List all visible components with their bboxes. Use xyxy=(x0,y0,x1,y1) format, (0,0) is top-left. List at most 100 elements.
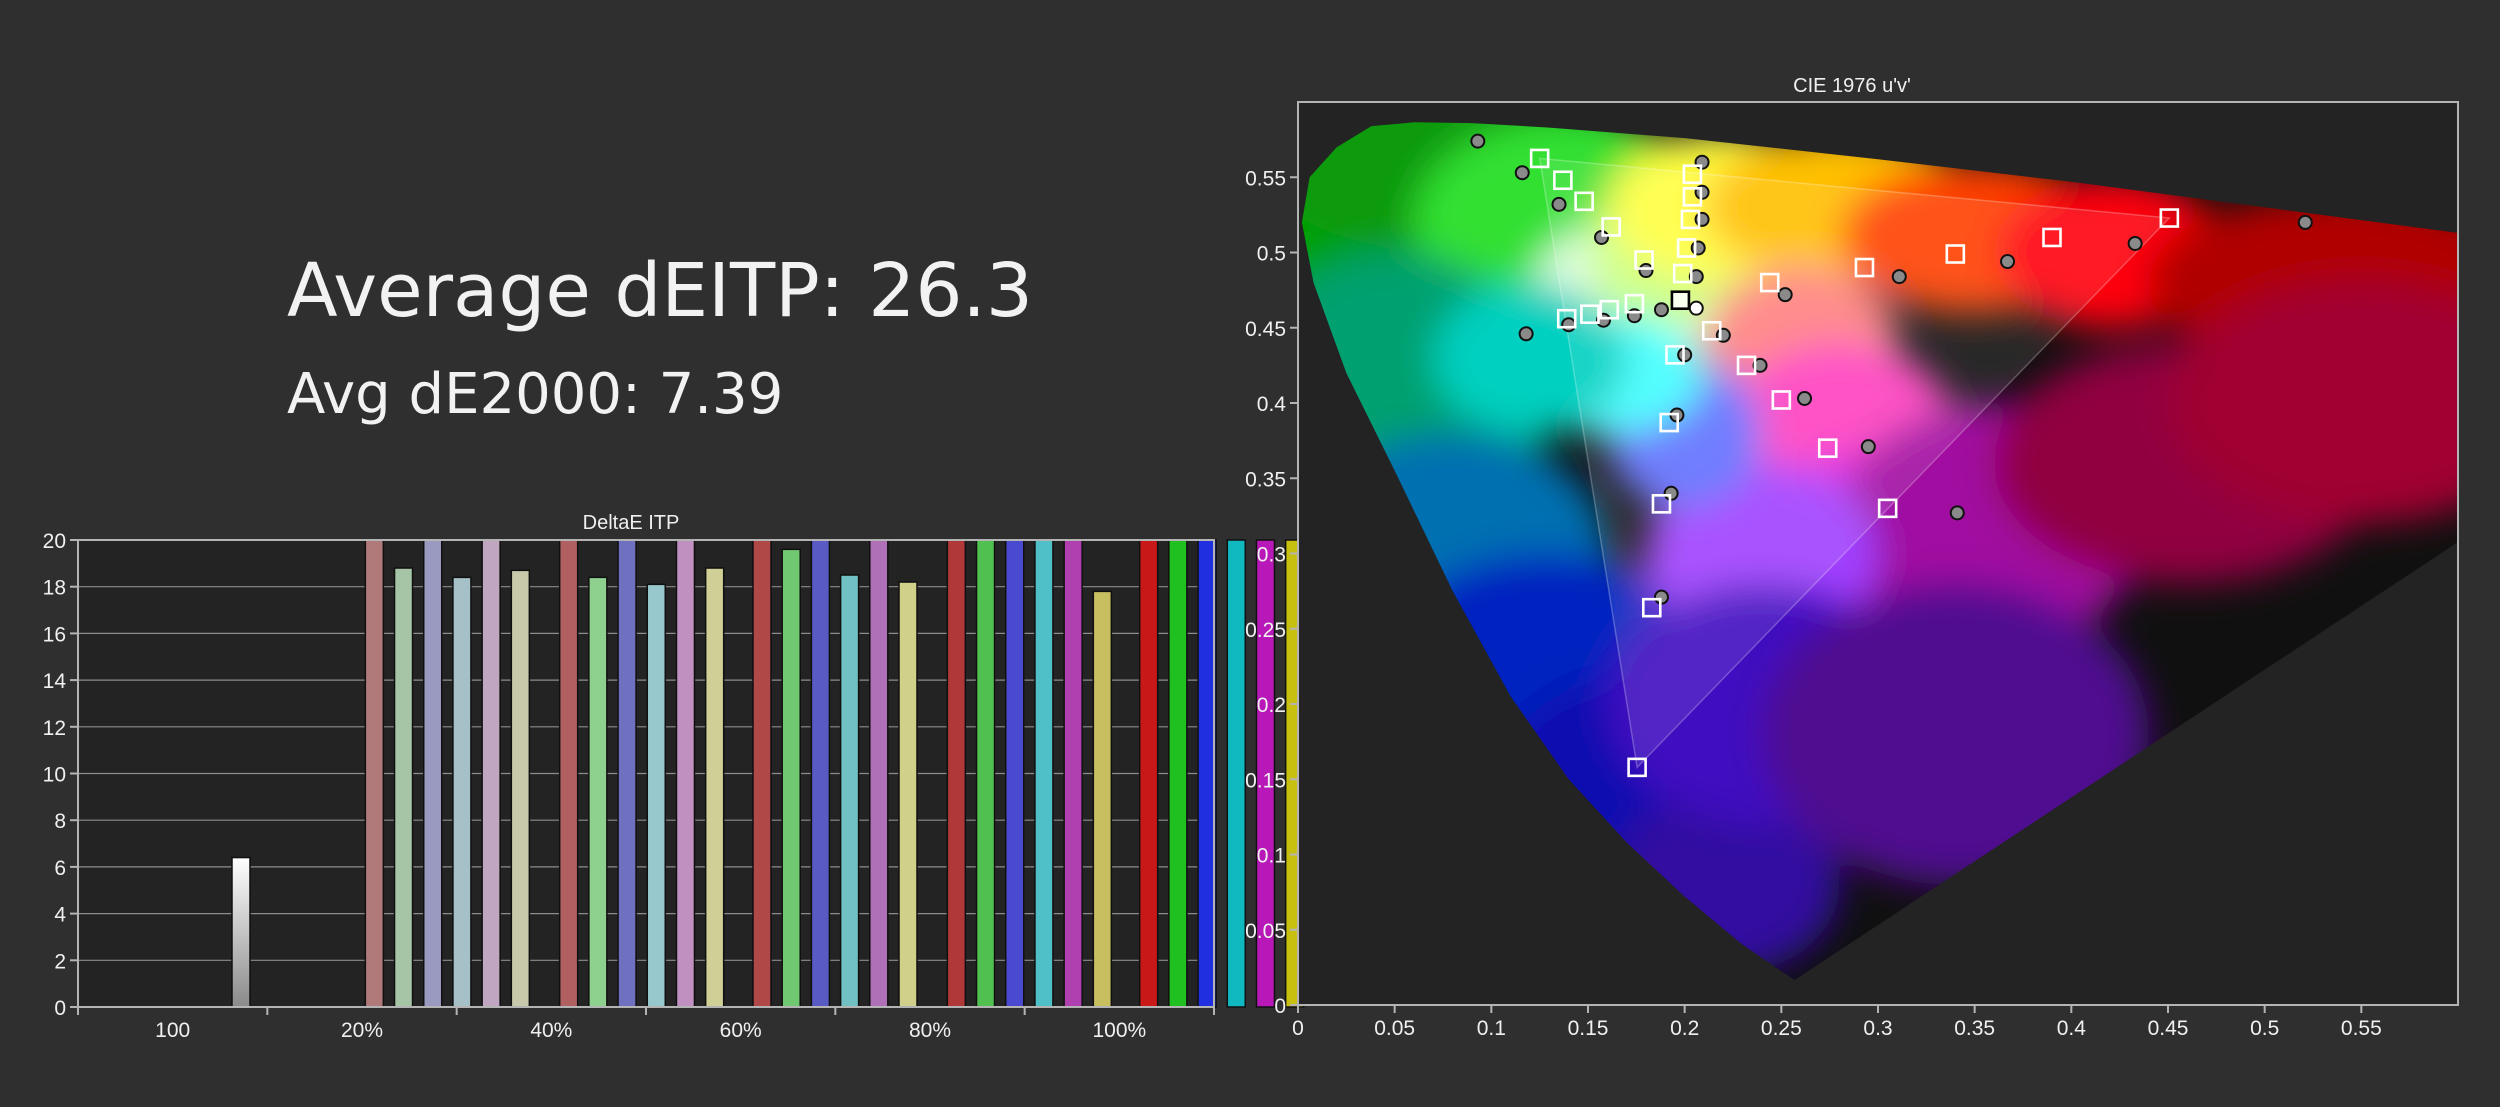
bar-mark xyxy=(231,856,251,1008)
bar-x-tick-label: 100 xyxy=(155,1019,190,1042)
target-point xyxy=(1682,187,1703,207)
bar-mark xyxy=(588,576,608,1008)
bar-y-tick-label: 14 xyxy=(43,670,67,693)
target-point xyxy=(1659,412,1679,433)
measurement-point xyxy=(1470,133,1486,149)
target-point xyxy=(2042,227,2062,248)
bar-y-tick-label: 18 xyxy=(43,577,66,600)
bar-y-tick-label: 10 xyxy=(43,764,66,787)
bar-y-tick-label: 16 xyxy=(43,623,66,646)
locus-color-blob xyxy=(1762,583,2149,885)
bar-mark xyxy=(1226,539,1247,1008)
bar-y-tick-label: 2 xyxy=(54,950,66,973)
target-point xyxy=(1682,164,1703,185)
cie-x-tick-label: 0.55 xyxy=(2341,1017,2382,1040)
target-point xyxy=(1672,263,1693,284)
measurement-point xyxy=(1694,211,1710,227)
cie-x-tick-label: 0.5 xyxy=(2250,1017,2279,1040)
bar-mark xyxy=(675,539,696,1008)
bar-mark xyxy=(869,539,889,1008)
bar-y-tick-label: 20 xyxy=(43,530,66,553)
bar-y-tick-label: 8 xyxy=(54,810,66,833)
cie-x-tick-label: 0 xyxy=(1292,1017,1304,1040)
target-point xyxy=(1676,238,1697,258)
cie-x-tick-label: 0.05 xyxy=(1374,1017,1415,1040)
bar-mark xyxy=(1138,539,1159,1008)
average-deitp-label: Average dEITP: 26.3 xyxy=(287,248,1033,334)
bar-mark xyxy=(810,539,831,1008)
bar-mark xyxy=(481,539,501,1008)
bar-mark xyxy=(617,539,637,1008)
cie-y-tick-label: 0.4 xyxy=(1257,393,1287,416)
measurement-point xyxy=(1638,263,1654,279)
bar-y-tick-label: 4 xyxy=(54,904,66,927)
cie-y-tick-label: 0.55 xyxy=(1245,167,1286,190)
target-point xyxy=(1599,299,1620,320)
cie-x-tick-label: 0.4 xyxy=(2057,1017,2087,1040)
measurement-point xyxy=(2127,235,2143,251)
bar-mark xyxy=(452,576,472,1008)
target-points xyxy=(1529,148,2180,778)
target-point xyxy=(1529,148,1550,169)
measurement-point xyxy=(1653,302,1669,318)
bar-marks xyxy=(231,539,1305,1008)
measurement-point xyxy=(1514,165,1530,181)
target-point xyxy=(1651,494,1672,514)
target-point xyxy=(1627,757,1647,778)
cie-chart-title: CIE 1976 u'v' xyxy=(1793,75,1911,97)
bar-x-tick-label: 80% xyxy=(909,1019,951,1042)
bar-mark xyxy=(1168,539,1188,1008)
avg-de2000-label: Avg dE2000: 7.39 xyxy=(287,362,784,427)
bar-y-axis: 0 2 4 6 8 10 12 14 16 18 20 xyxy=(43,530,78,1020)
cie-y-tick-label: 0.15 xyxy=(1245,769,1286,792)
bar-mark xyxy=(1063,539,1083,1008)
white-point-target xyxy=(1670,290,1691,311)
target-point xyxy=(1574,191,1594,212)
cie-y-tick-label: 0 xyxy=(1274,995,1286,1018)
bar-y-tick-label: 0 xyxy=(54,997,66,1020)
target-point xyxy=(1877,498,1898,519)
measurement-point xyxy=(1752,357,1768,373)
bar-mark xyxy=(704,567,725,1008)
measurement-point xyxy=(1860,439,1876,455)
bar-x-axis: 100 20% 40% 60% 80% 100% xyxy=(77,1007,1215,1042)
measurement-point xyxy=(1949,505,1965,521)
bar-y-tick-label: 6 xyxy=(54,857,66,880)
target-point xyxy=(1580,304,1600,325)
cie-x-tick-label: 0.25 xyxy=(1761,1017,1802,1040)
measurement-point xyxy=(2297,214,2313,230)
bar-mark xyxy=(422,539,443,1008)
cie-x-tick-label: 0.3 xyxy=(1863,1017,1892,1040)
target-point xyxy=(1665,345,1685,365)
target-point xyxy=(1553,170,1573,191)
cie-y-tick-label: 0.3 xyxy=(1257,544,1286,567)
cie-y-tick-label: 0.5 xyxy=(1257,243,1286,266)
target-point xyxy=(1736,355,1757,376)
cie-y-tick-label: 0.2 xyxy=(1257,694,1286,717)
cie-y-axis: 0 0.05 0.1 0.15 0.2 0.25 0.3 0.35 0.4 0.45 0.5 0.55 xyxy=(1245,167,1298,1018)
target-point xyxy=(1601,217,1621,237)
target-point xyxy=(1759,272,1780,293)
bar-mark xyxy=(752,539,772,1008)
target-point xyxy=(1817,438,1838,458)
target-point xyxy=(1642,597,1662,618)
bar-mark xyxy=(1092,590,1113,1008)
target-point xyxy=(1945,244,1966,264)
cie-y-tick-label: 0.1 xyxy=(1257,845,1286,868)
bar-mark xyxy=(1034,539,1054,1008)
measurement-point xyxy=(1797,390,1813,406)
bar-mark xyxy=(646,583,667,1008)
measurement-point xyxy=(1777,287,1793,303)
measurement-point xyxy=(1688,300,1704,316)
measurement-point xyxy=(1561,317,1577,333)
bar-x-tick-label: 100% xyxy=(1092,1019,1146,1042)
cie-y-tick-label: 0.05 xyxy=(1245,920,1286,943)
bar-mark xyxy=(898,581,918,1008)
target-point xyxy=(1680,209,1701,230)
target-point xyxy=(2159,208,2180,228)
target-point xyxy=(1771,390,1792,410)
cie-x-tick-label: 0.45 xyxy=(2148,1017,2189,1040)
measurement-point xyxy=(1551,196,1567,212)
target-point xyxy=(1634,250,1654,270)
